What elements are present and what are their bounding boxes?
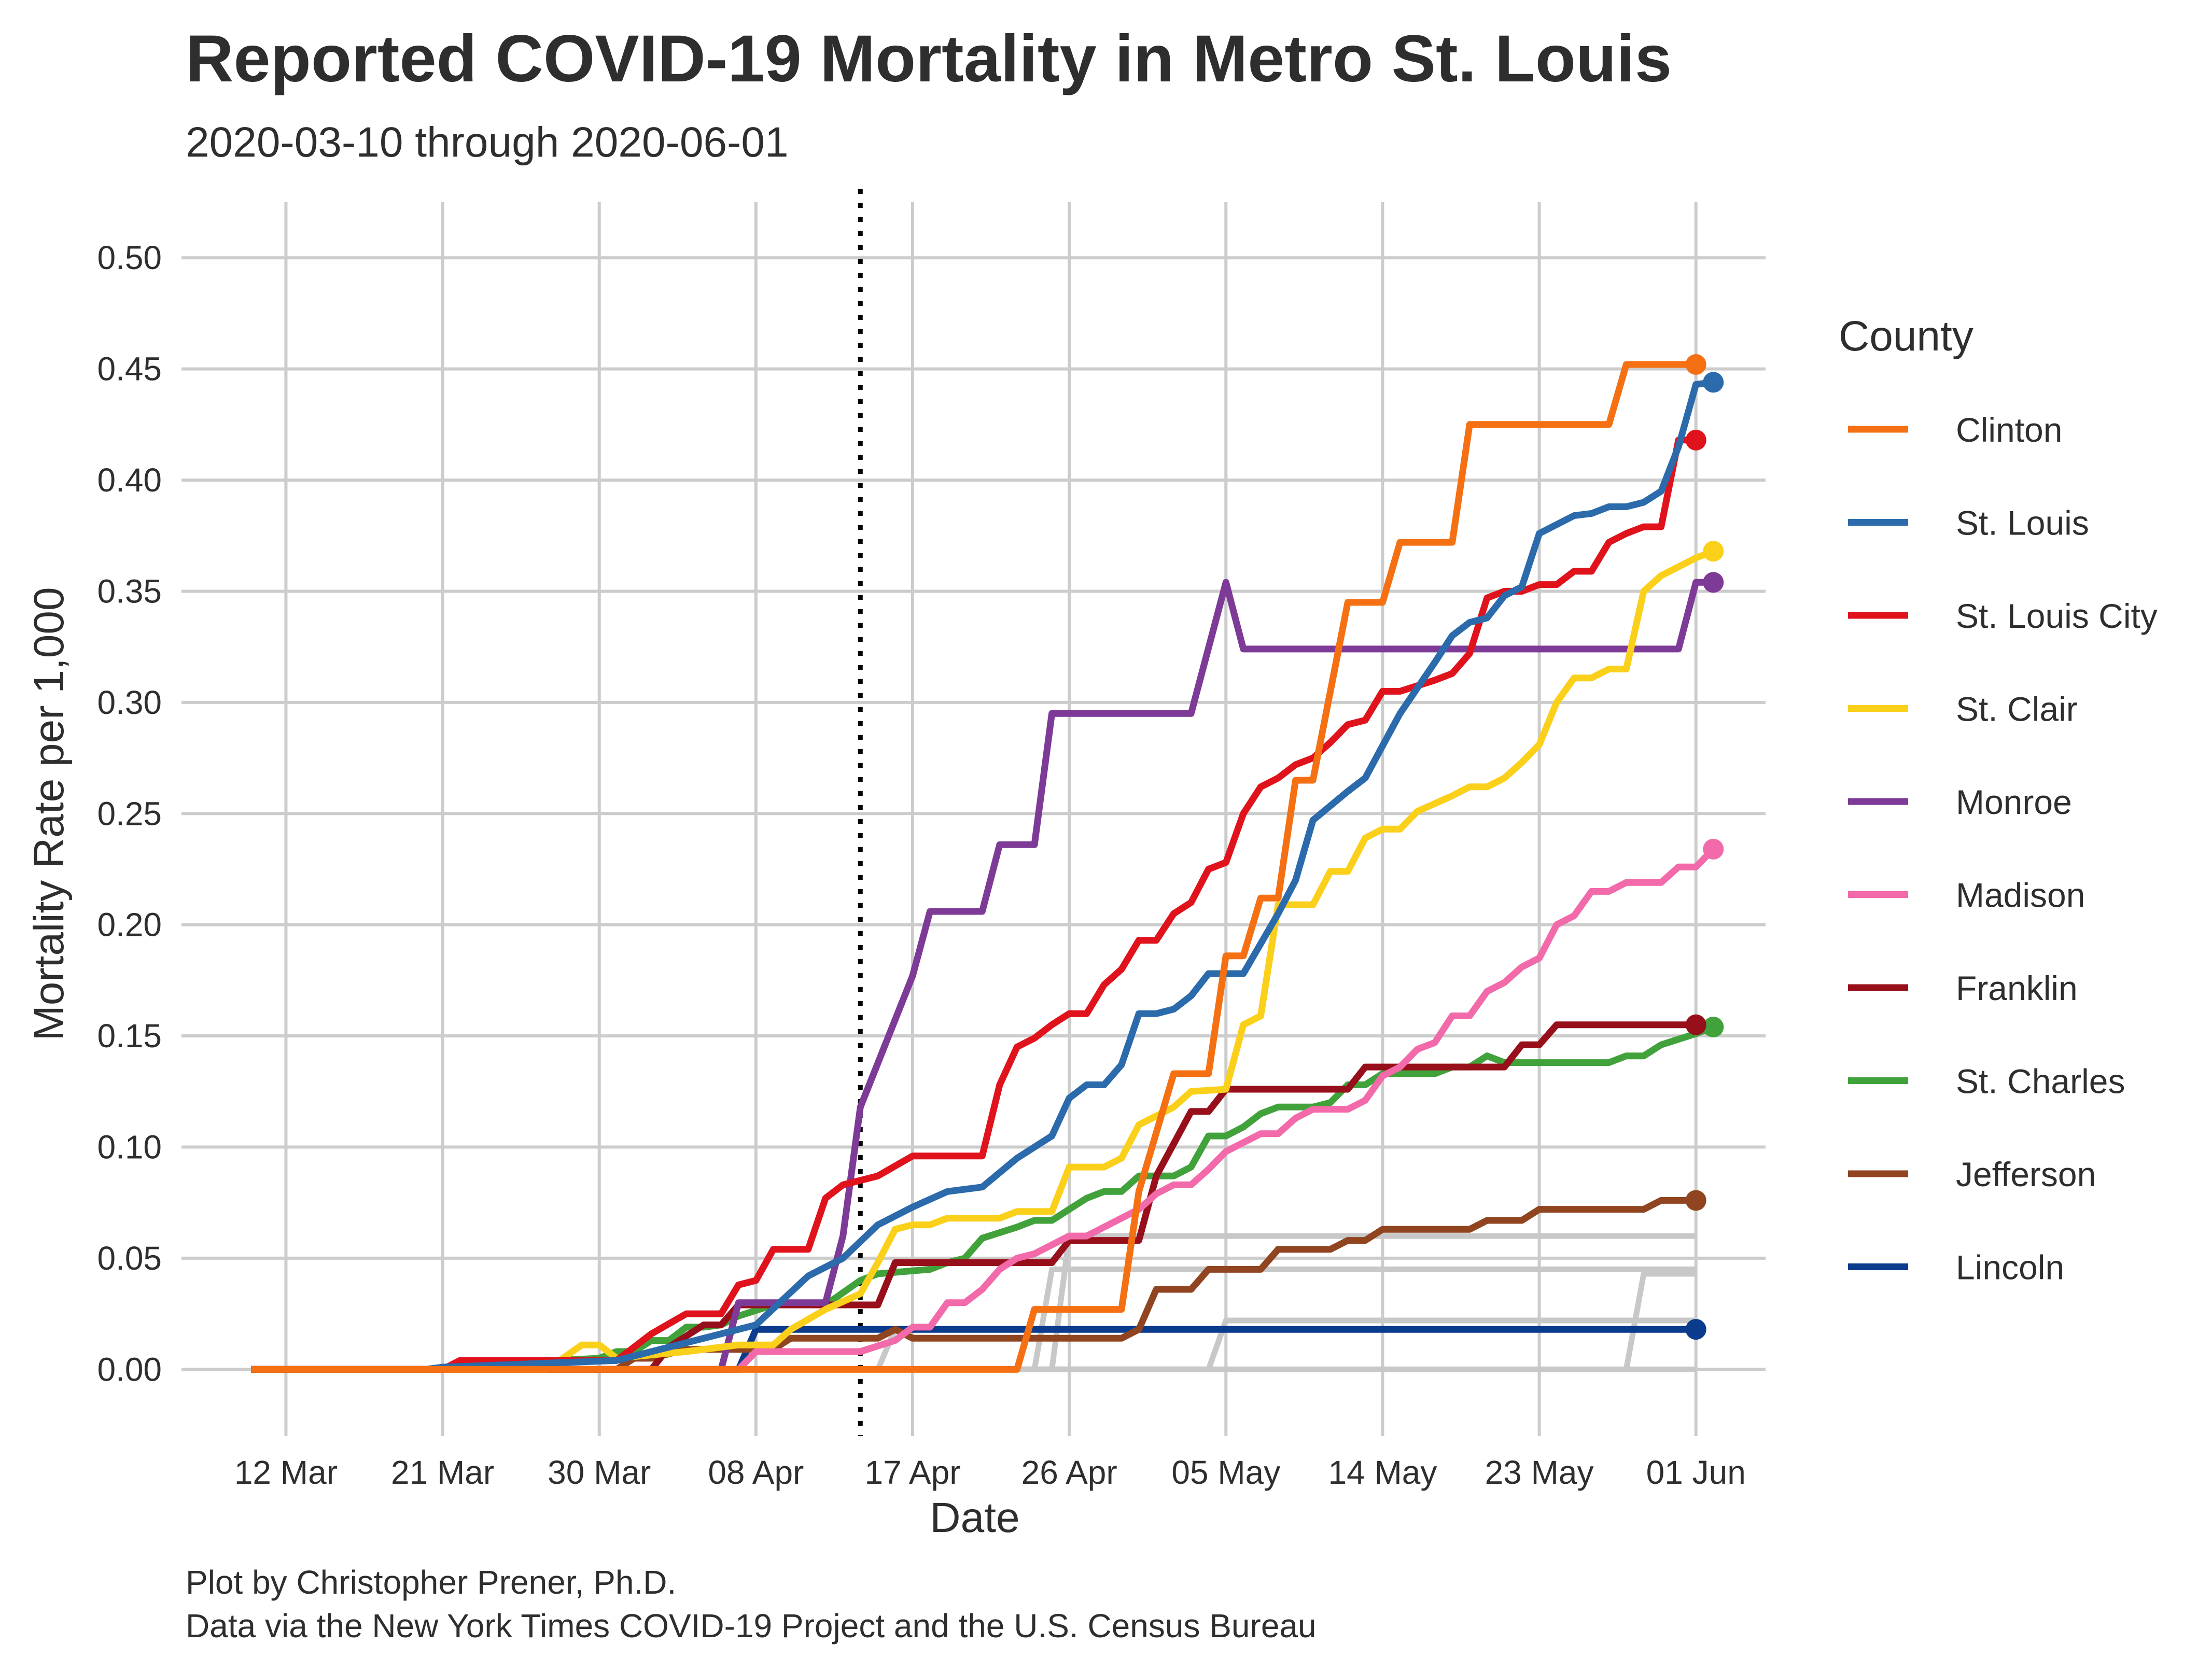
x-tick-label: 26 Apr — [1021, 1454, 1117, 1491]
x-tick-label: 05 May — [1171, 1454, 1280, 1491]
y-tick-label: 0.20 — [97, 906, 162, 944]
series-line-jefferson — [251, 1197, 1696, 1373]
legend-item-st-louis: St. Louis — [1848, 504, 2089, 542]
y-tick-label: 0.10 — [97, 1129, 162, 1166]
legend-title: County — [1839, 313, 1973, 360]
x-tick-labels: 12 Mar 21 Mar 30 Mar 08 Apr 17 Apr 26 Apr 05 M… — [234, 1454, 1746, 1491]
caption-author: Plot by Christopher Prener, Ph.D. — [186, 1564, 677, 1601]
series-line-franklin — [251, 1021, 1696, 1373]
series-end-point-clinton — [1685, 354, 1706, 375]
series-end-point-monroe — [1703, 572, 1724, 593]
y-tick-label: 0.00 — [97, 1351, 162, 1388]
series-end-point-franklin — [1685, 1014, 1706, 1035]
series-end-point-st-clair — [1703, 541, 1724, 562]
x-tick-label: 30 Mar — [548, 1454, 651, 1491]
background-series — [251, 1233, 1696, 1372]
legend-label: St. Louis — [1956, 504, 2089, 542]
series-line-st-clair — [251, 548, 1715, 1373]
legend-item-st-clair: St. Clair — [1848, 690, 2078, 728]
x-tick-label: 01 Jun — [1646, 1454, 1746, 1491]
x-axis-title: Date — [930, 1494, 1019, 1541]
x-tick-label: 12 Mar — [234, 1454, 338, 1491]
series-line-clinton — [251, 361, 1696, 1373]
series-end-point-st-louis — [1703, 372, 1724, 393]
y-tick-label: 0.05 — [97, 1240, 162, 1277]
y-tick-label: 0.35 — [97, 572, 162, 610]
x-tick-label: 17 Apr — [864, 1454, 960, 1491]
chart-title: Reported COVID-19 Mortality in Metro St.… — [186, 22, 1672, 96]
legend-label: Jefferson — [1956, 1155, 2096, 1193]
x-tick-label: 14 May — [1328, 1454, 1437, 1491]
y-axis-title: Mortality Rate per 1,000 — [25, 587, 73, 1041]
legend-label: Franklin — [1956, 969, 2078, 1007]
series-end-point-st-charles — [1703, 1016, 1724, 1037]
legend-item-jefferson: Jefferson — [1848, 1155, 2096, 1193]
series-end-point-madison — [1703, 838, 1724, 860]
legend-label: Lincoln — [1956, 1248, 2064, 1287]
series-line-monroe — [251, 579, 1714, 1373]
legend-item-lincoln: Lincoln — [1848, 1248, 2064, 1287]
legend: County Clinton St. Louis St. Louis City St.… — [1839, 313, 2158, 1287]
background-series-line — [251, 1233, 1696, 1372]
series-end-point-st-louis-city — [1685, 429, 1706, 451]
legend-label: St. Charles — [1956, 1062, 2125, 1101]
legend-item-st-louis-city: St. Louis City — [1848, 597, 2158, 635]
legend-label: Madison — [1956, 876, 2085, 915]
x-tick-label: 21 Mar — [391, 1454, 494, 1491]
y-tick-label: 0.45 — [97, 350, 162, 388]
chart-subtitle: 2020-03-10 through 2020-06-01 — [186, 119, 789, 166]
series-end-point-jefferson — [1685, 1190, 1706, 1211]
legend-item-franklin: Franklin — [1848, 969, 2078, 1007]
y-tick-labels: 0.00 0.05 0.10 0.15 0.20 0.25 0.30 0.35 0.40 0.45… — [97, 239, 162, 1388]
legend-label: St. Louis City — [1956, 597, 2158, 635]
series-line-madison — [251, 847, 1716, 1373]
y-tick-label: 0.40 — [97, 461, 162, 499]
x-tick-label: 23 May — [1485, 1454, 1594, 1491]
y-tick-label: 0.15 — [97, 1017, 162, 1055]
legend-label: Monroe — [1956, 783, 2072, 821]
legend-item-clinton: Clinton — [1848, 411, 2062, 449]
series-end-points — [1685, 354, 1724, 1340]
y-tick-label: 0.25 — [97, 795, 162, 832]
legend-item-madison: Madison — [1848, 876, 2085, 915]
legend-label: St. Clair — [1956, 690, 2078, 728]
legend-items: Clinton St. Louis St. Louis City St. Clair M… — [1848, 411, 2158, 1287]
series-lines — [251, 361, 1716, 1373]
caption: Plot by Christopher Prener, Ph.D. Data v… — [186, 1560, 1317, 1648]
caption-source: Data via the New York Times COVID-19 Pro… — [186, 1607, 1317, 1644]
y-tick-label: 0.50 — [97, 239, 162, 276]
legend-label: Clinton — [1956, 411, 2062, 449]
x-tick-label: 08 Apr — [708, 1454, 804, 1491]
x-gridlines — [284, 202, 1698, 1436]
y-tick-label: 0.30 — [97, 684, 162, 721]
legend-item-st-charles: St. Charles — [1848, 1062, 2125, 1101]
legend-item-monroe: Monroe — [1848, 783, 2072, 821]
series-end-point-lincoln — [1685, 1319, 1706, 1340]
series-line-st-louis-city — [251, 437, 1696, 1373]
